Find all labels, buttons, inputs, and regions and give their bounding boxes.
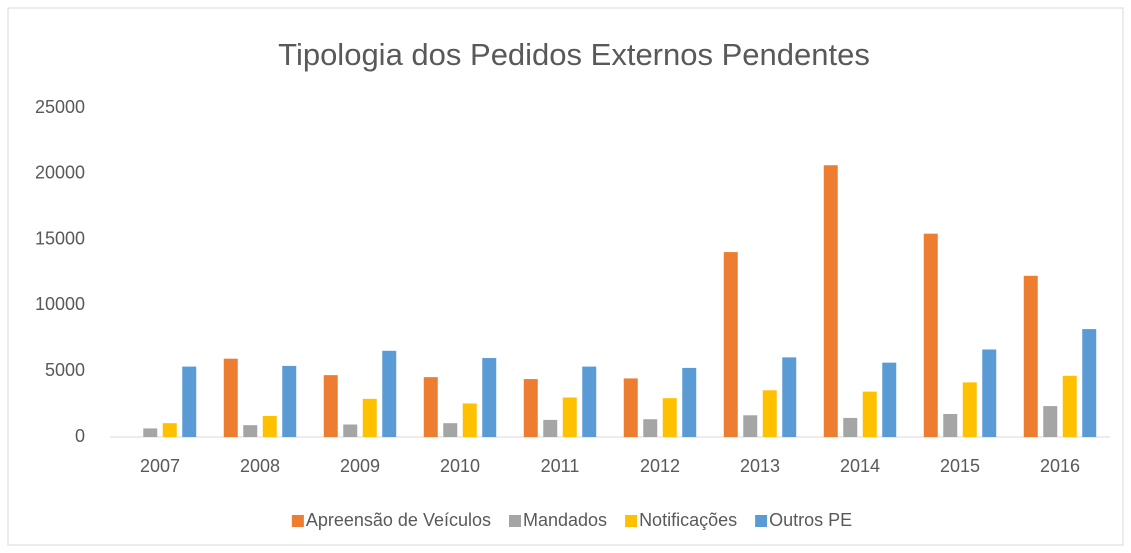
bar xyxy=(282,365,297,437)
y-tick-label: 5000 xyxy=(45,360,85,380)
bar xyxy=(223,358,238,437)
legend-swatch xyxy=(625,515,638,527)
bar xyxy=(562,397,577,437)
bar xyxy=(623,378,638,437)
bar xyxy=(882,362,897,437)
legend-swatch xyxy=(291,515,304,527)
chart-title: Tipologia dos Pedidos Externos Pendentes xyxy=(278,37,870,72)
x-tick-label: 2007 xyxy=(140,456,180,476)
x-tick-label: 2013 xyxy=(740,456,780,476)
x-tick-label: 2010 xyxy=(440,456,480,476)
bar xyxy=(443,423,458,437)
x-tick-label: 2009 xyxy=(340,456,380,476)
bar xyxy=(462,403,477,437)
bar xyxy=(482,358,497,437)
bar xyxy=(162,423,177,437)
bar xyxy=(662,398,677,437)
y-tick-label: 0 xyxy=(75,426,85,446)
legend-label: Notificações xyxy=(639,510,737,530)
bar xyxy=(743,415,758,437)
bar xyxy=(243,425,258,437)
bar xyxy=(262,415,277,437)
x-tick-label: 2014 xyxy=(840,456,880,476)
legend-label: Outros PE xyxy=(769,510,852,530)
bar xyxy=(682,367,697,437)
x-tick-label: 2008 xyxy=(240,456,280,476)
bar xyxy=(582,366,597,437)
bar xyxy=(823,165,838,437)
bar xyxy=(723,252,738,437)
bar xyxy=(923,233,938,437)
legend-label: Apreensão de Veículos xyxy=(306,510,491,530)
bar xyxy=(1062,375,1077,437)
bar xyxy=(543,419,558,437)
bar xyxy=(982,349,997,437)
bar xyxy=(523,379,538,437)
bar xyxy=(1043,406,1058,437)
legend-swatch xyxy=(755,515,768,527)
bar xyxy=(862,391,877,437)
bar xyxy=(943,413,958,437)
bar xyxy=(182,366,197,437)
legend-label: Mandados xyxy=(523,510,607,530)
x-tick-label: 2016 xyxy=(1040,456,1080,476)
x-tick-label: 2012 xyxy=(640,456,680,476)
bar xyxy=(762,390,777,437)
y-tick-label: 25000 xyxy=(35,97,85,117)
bar xyxy=(1082,329,1097,437)
bar xyxy=(843,417,858,437)
bar xyxy=(782,357,797,437)
x-tick-label: 2011 xyxy=(541,456,580,476)
legend-swatch xyxy=(509,515,521,527)
bar xyxy=(1023,275,1038,437)
bar xyxy=(962,382,977,437)
y-tick-label: 10000 xyxy=(35,294,85,314)
y-tick-label: 20000 xyxy=(35,163,85,183)
bar xyxy=(423,377,438,437)
bar xyxy=(323,375,338,437)
x-tick-label: 2015 xyxy=(940,456,980,476)
bar xyxy=(382,350,397,437)
y-tick-label: 15000 xyxy=(35,228,85,248)
bar xyxy=(643,419,658,437)
bar xyxy=(343,424,358,437)
bar xyxy=(362,398,377,437)
bar xyxy=(143,428,158,437)
